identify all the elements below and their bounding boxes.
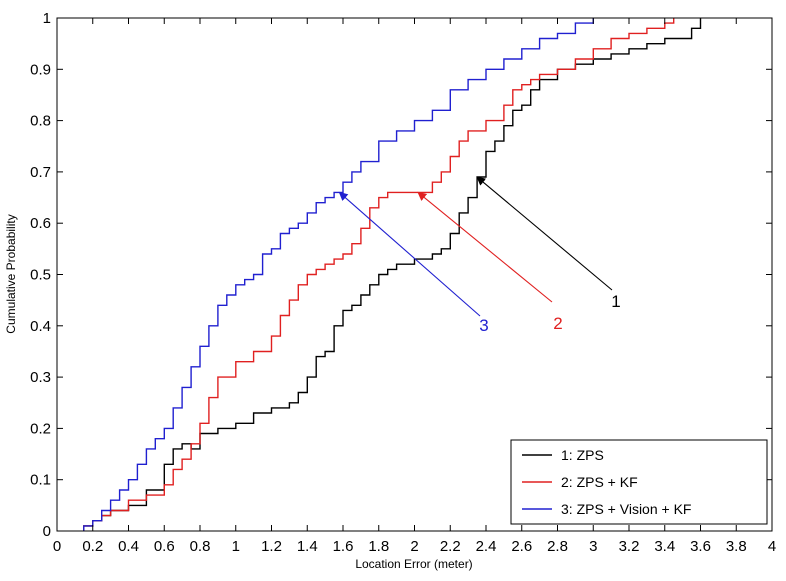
y-tick-label: 0.1 (30, 472, 51, 489)
x-axis-label: Location Error (meter) (355, 557, 472, 571)
x-tick-label: 4 (768, 538, 776, 555)
legend-box (510, 439, 768, 525)
y-tick-label: 0.6 (30, 215, 51, 232)
y-tick-label: 1 (43, 10, 51, 27)
x-tick-label: 2.4 (476, 538, 497, 555)
legend-label-2: 2: ZPS + KF (561, 474, 638, 490)
x-tick-label: 2.8 (547, 538, 568, 555)
x-tick-label: 0.4 (118, 538, 139, 555)
x-tick-label: 0.8 (190, 538, 211, 555)
x-tick-label: 0.2 (82, 538, 103, 555)
x-tick-label: 2.2 (440, 538, 461, 555)
y-axis-ticks: 0 0.1 0.2 0.3 0.4 0.5 0.6 0.7 0.8 0.9 1 (30, 10, 772, 540)
x-axis-ticks: 0 0.2 0.4 0.6 0.8 1 1.2 1.4 1.6 1.8 2 2.2 2.4 2.6 2.8 3… (53, 18, 776, 555)
x-tick-label: 3.6 (690, 538, 711, 555)
x-tick-label: 1.6 (333, 538, 354, 555)
y-tick-label: 0.3 (30, 369, 51, 386)
legend: 1: ZPS 2: ZPS + KF 3: ZPS + Vision + KF (510, 439, 768, 525)
x-tick-label: 2 (410, 538, 418, 555)
annotation-label-2: 2 (553, 314, 562, 333)
x-tick-label: 0 (53, 538, 61, 555)
y-tick-label: 0.2 (30, 420, 51, 437)
x-tick-label: 3.4 (654, 538, 675, 555)
y-tick-label: 0 (43, 523, 51, 540)
annotation-label-3: 3 (479, 316, 488, 335)
y-tick-label: 0.4 (30, 318, 51, 335)
x-tick-label: 0.6 (154, 538, 175, 555)
x-tick-label: 3.8 (726, 538, 747, 555)
series-line-3 (83, 18, 594, 531)
annotation-arrow-1 (476, 176, 613, 291)
annotation-label-1: 1 (611, 292, 620, 311)
y-tick-label: 0.5 (30, 267, 51, 284)
legend-label-1: 1: ZPS (561, 447, 604, 463)
y-axis-label: Cumulative Probability (4, 214, 18, 333)
x-tick-label: 3 (589, 538, 597, 555)
y-tick-label: 0.8 (30, 113, 51, 130)
y-tick-label: 0.7 (30, 164, 51, 181)
x-tick-label: 3.2 (619, 538, 640, 555)
y-tick-label: 0.9 (30, 61, 51, 78)
annotations: 1 2 3 (338, 176, 621, 335)
annotation-arrow-3 (338, 191, 481, 317)
series-lines (83, 18, 702, 531)
annotation-arrow-2 (417, 191, 553, 303)
x-tick-label: 2.6 (511, 538, 532, 555)
x-tick-label: 1.2 (261, 538, 282, 555)
x-tick-label: 1.8 (368, 538, 389, 555)
legend-label-3: 3: ZPS + Vision + KF (561, 501, 691, 517)
x-tick-label: 1 (232, 538, 240, 555)
series-line-2 (83, 18, 675, 531)
x-tick-label: 1.4 (297, 538, 318, 555)
